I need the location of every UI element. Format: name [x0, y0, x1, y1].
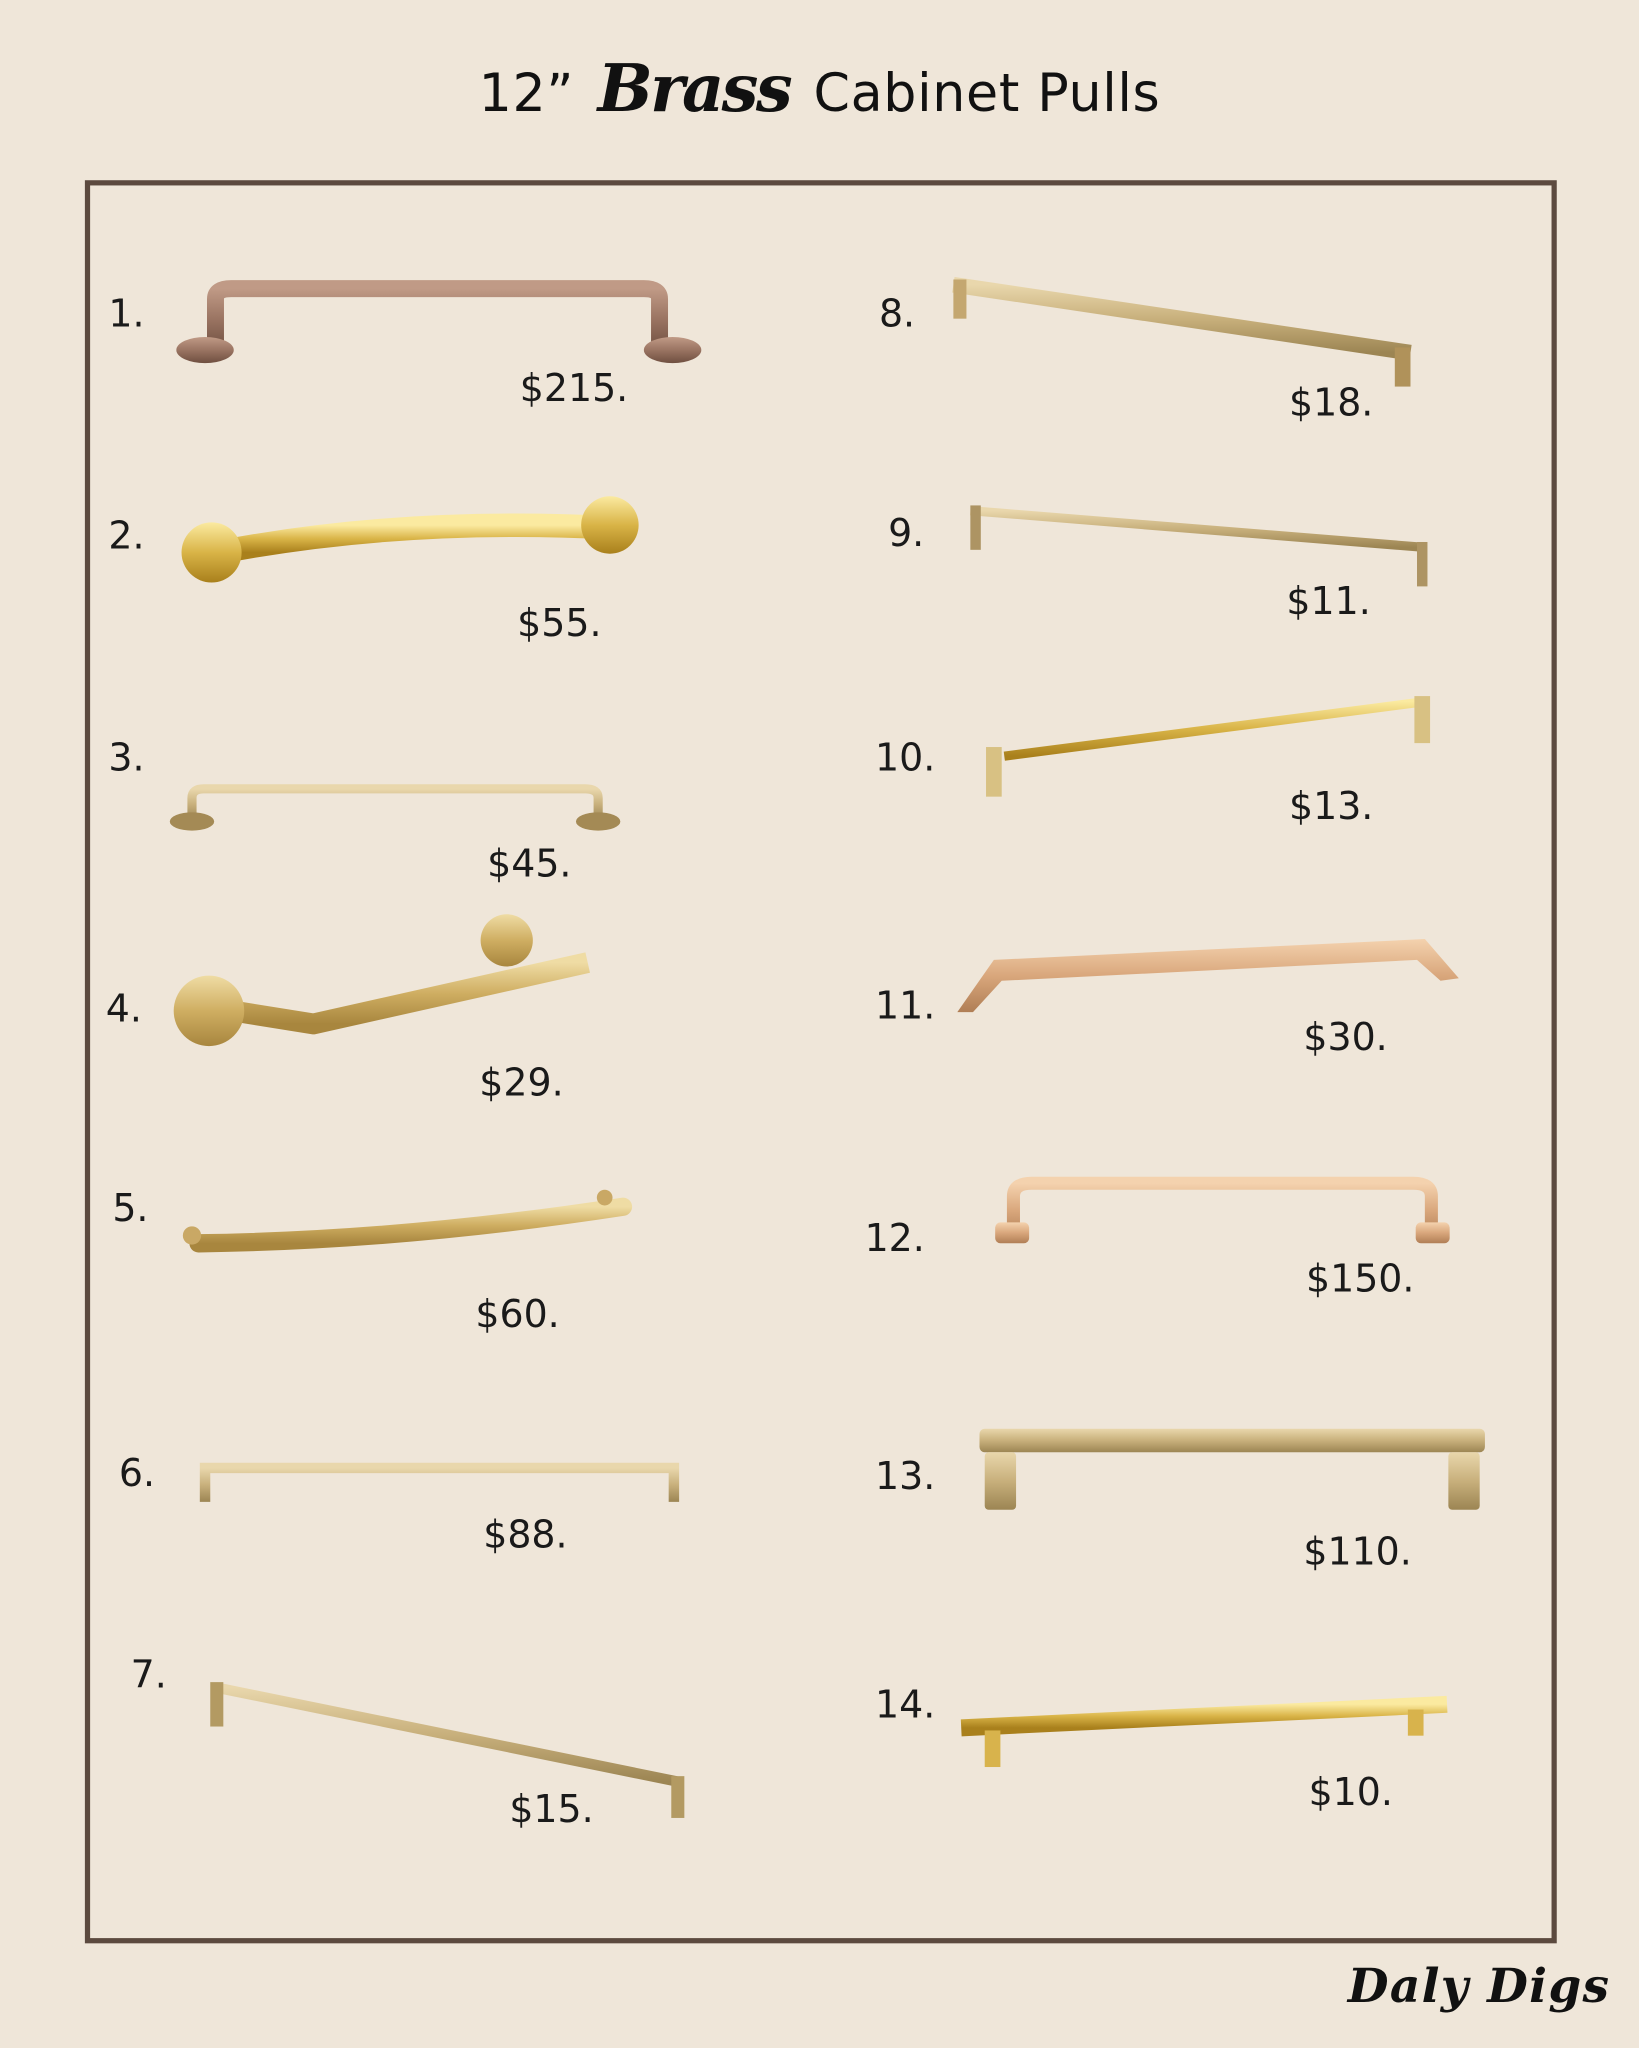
pull-image-13[interactable] — [979, 1426, 1485, 1511]
item-number: 10. — [875, 735, 936, 780]
item-price: $60. — [475, 1291, 560, 1337]
item-price: $15. — [509, 1786, 594, 1832]
item-number: 3. — [108, 735, 145, 780]
brand-logo: Daly Digs — [1347, 1959, 1611, 2014]
item-price: $13. — [1289, 783, 1374, 829]
pull-image-10[interactable] — [973, 688, 1446, 803]
pull-image-4[interactable] — [170, 914, 594, 1047]
pull-image-11[interactable] — [957, 936, 1459, 1014]
item-number: 11. — [875, 983, 936, 1028]
item-number: 6. — [118, 1450, 155, 1496]
item-price: $150. — [1306, 1256, 1415, 1301]
item-price: $10. — [1308, 1769, 1393, 1815]
item-price: $30. — [1303, 1014, 1388, 1060]
item-price: $88. — [483, 1512, 568, 1557]
pull-image-12[interactable] — [993, 1175, 1453, 1247]
pull-image-2[interactable] — [179, 494, 640, 588]
title-script-word: Brass — [597, 49, 793, 127]
pull-image-6[interactable] — [199, 1460, 680, 1504]
item-price: $18. — [1289, 380, 1374, 425]
item-number: 12. — [864, 1215, 925, 1261]
pull-image-8[interactable] — [951, 274, 1413, 388]
item-number: 7. — [130, 1652, 167, 1697]
item-number: 14. — [875, 1682, 936, 1727]
title-prefix: 12” — [478, 63, 575, 125]
item-number: 8. — [878, 291, 916, 336]
item-number: 1. — [108, 291, 145, 336]
item-price: $29. — [479, 1060, 564, 1105]
item-number: 13. — [875, 1453, 936, 1498]
item-number: 9. — [888, 510, 925, 556]
pull-image-14[interactable] — [956, 1691, 1452, 1769]
pull-image-1[interactable] — [176, 278, 702, 366]
pull-image-9[interactable] — [960, 500, 1433, 590]
item-price: $110. — [1303, 1529, 1412, 1574]
pull-image-7[interactable] — [202, 1674, 689, 1822]
item-price: $11. — [1286, 578, 1371, 623]
item-price: $55. — [517, 600, 602, 646]
pull-image-3[interactable] — [169, 784, 621, 832]
product-frame — [84, 180, 1557, 1944]
item-price: $45. — [487, 841, 572, 886]
title-suffix: Cabinet Pulls — [813, 63, 1161, 125]
item-number: 4. — [105, 986, 142, 1031]
page-title: 12” Brass Cabinet Pulls — [0, 50, 1639, 127]
pull-image-5[interactable] — [179, 1189, 633, 1264]
item-number: 2. — [108, 513, 145, 558]
item-price: $215. — [519, 365, 629, 411]
item-number: 5. — [112, 1185, 149, 1231]
